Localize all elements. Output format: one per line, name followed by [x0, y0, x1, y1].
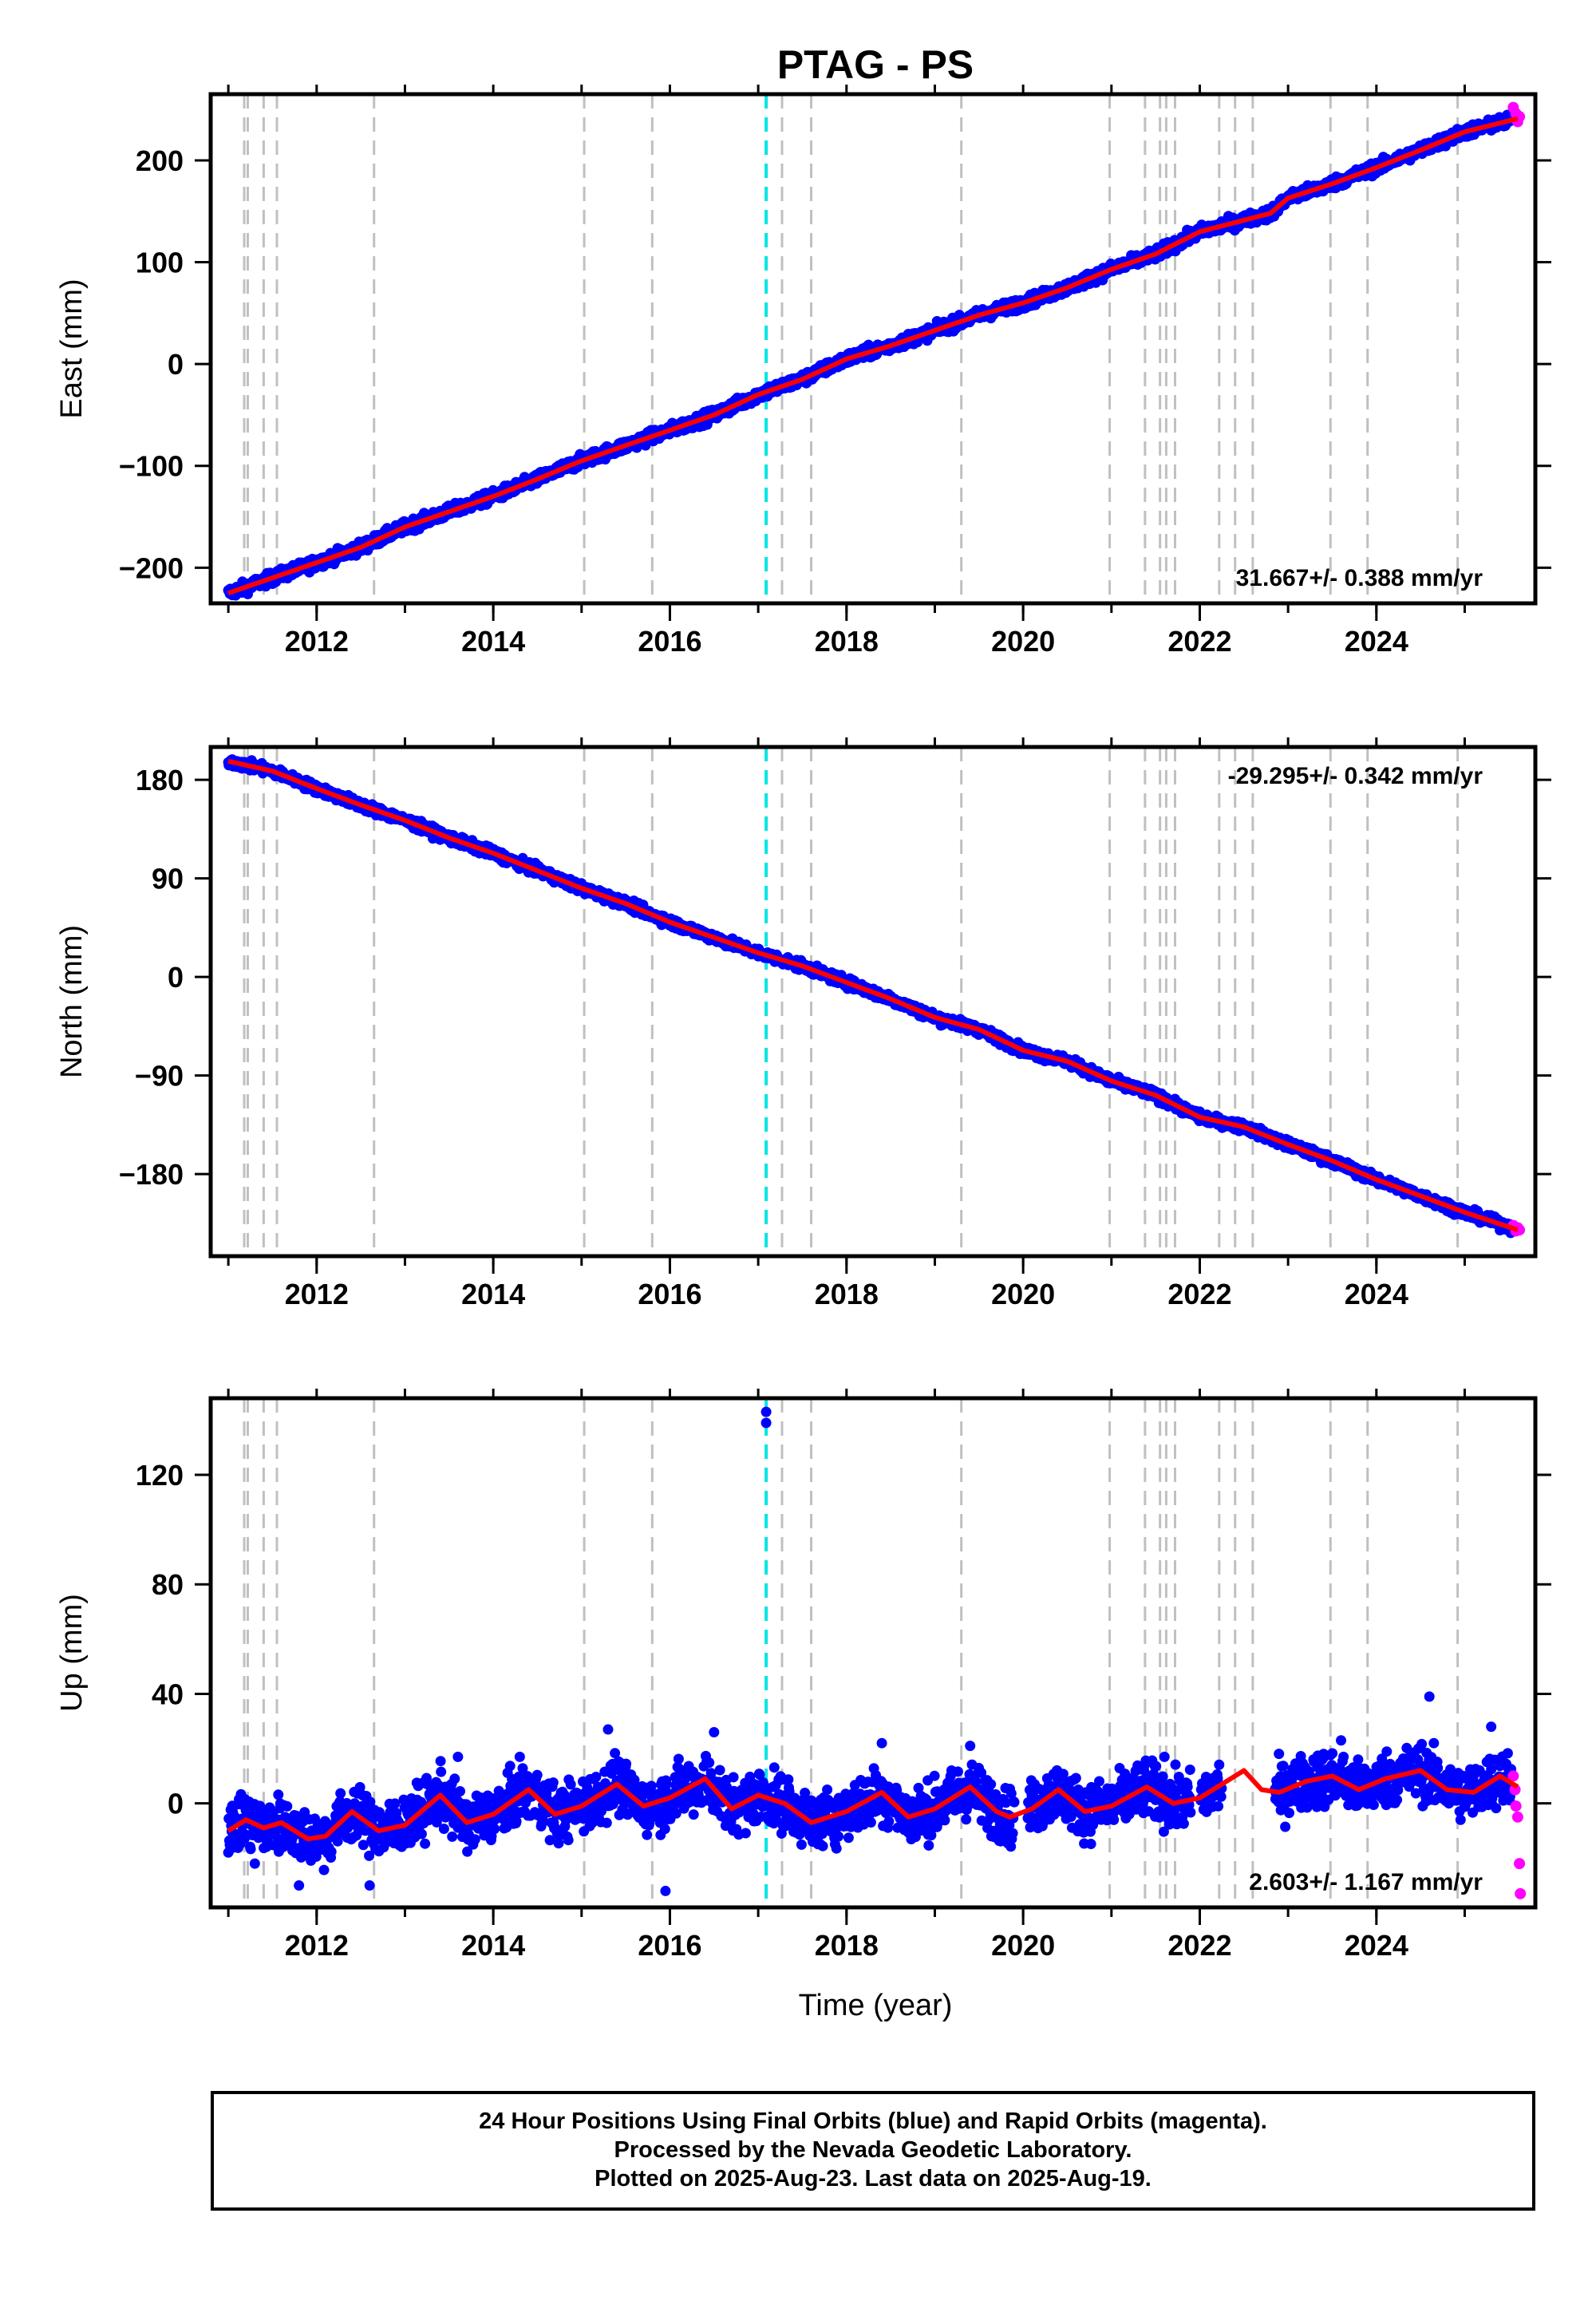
x-tick-label: 2012 [285, 625, 349, 658]
chart-title: PTAG - PS [777, 42, 974, 87]
x-tick-label: 2020 [991, 625, 1055, 658]
x-tick-label: 2014 [461, 625, 525, 658]
x-tick-label: 2016 [638, 625, 701, 658]
x-tick-label: 2022 [1167, 625, 1231, 658]
x-tick-label: 2018 [815, 625, 879, 658]
north-panel: 2012 2014 2016 2018 2020 2022 2024−180−9009018… [55, 737, 1551, 1310]
y-tick-label: 200 [136, 144, 184, 177]
y-tick-label: 100 [136, 247, 184, 279]
y-axis-label: East (mm) [55, 279, 89, 418]
east-panel: 2012 2014 2016 2018 2020 2022 2024 −200 −100 0 100… [55, 85, 1551, 658]
final-orbit-points [223, 109, 1517, 601]
y-tick-label: 0 [168, 348, 184, 381]
y-tick-label: −100 [119, 450, 184, 483]
x-tick-label: 2024 [1345, 625, 1408, 658]
y-tick-label: −200 [119, 551, 184, 584]
velocity-label: 31.667+/- 0.388 mm/yr [1236, 565, 1483, 591]
